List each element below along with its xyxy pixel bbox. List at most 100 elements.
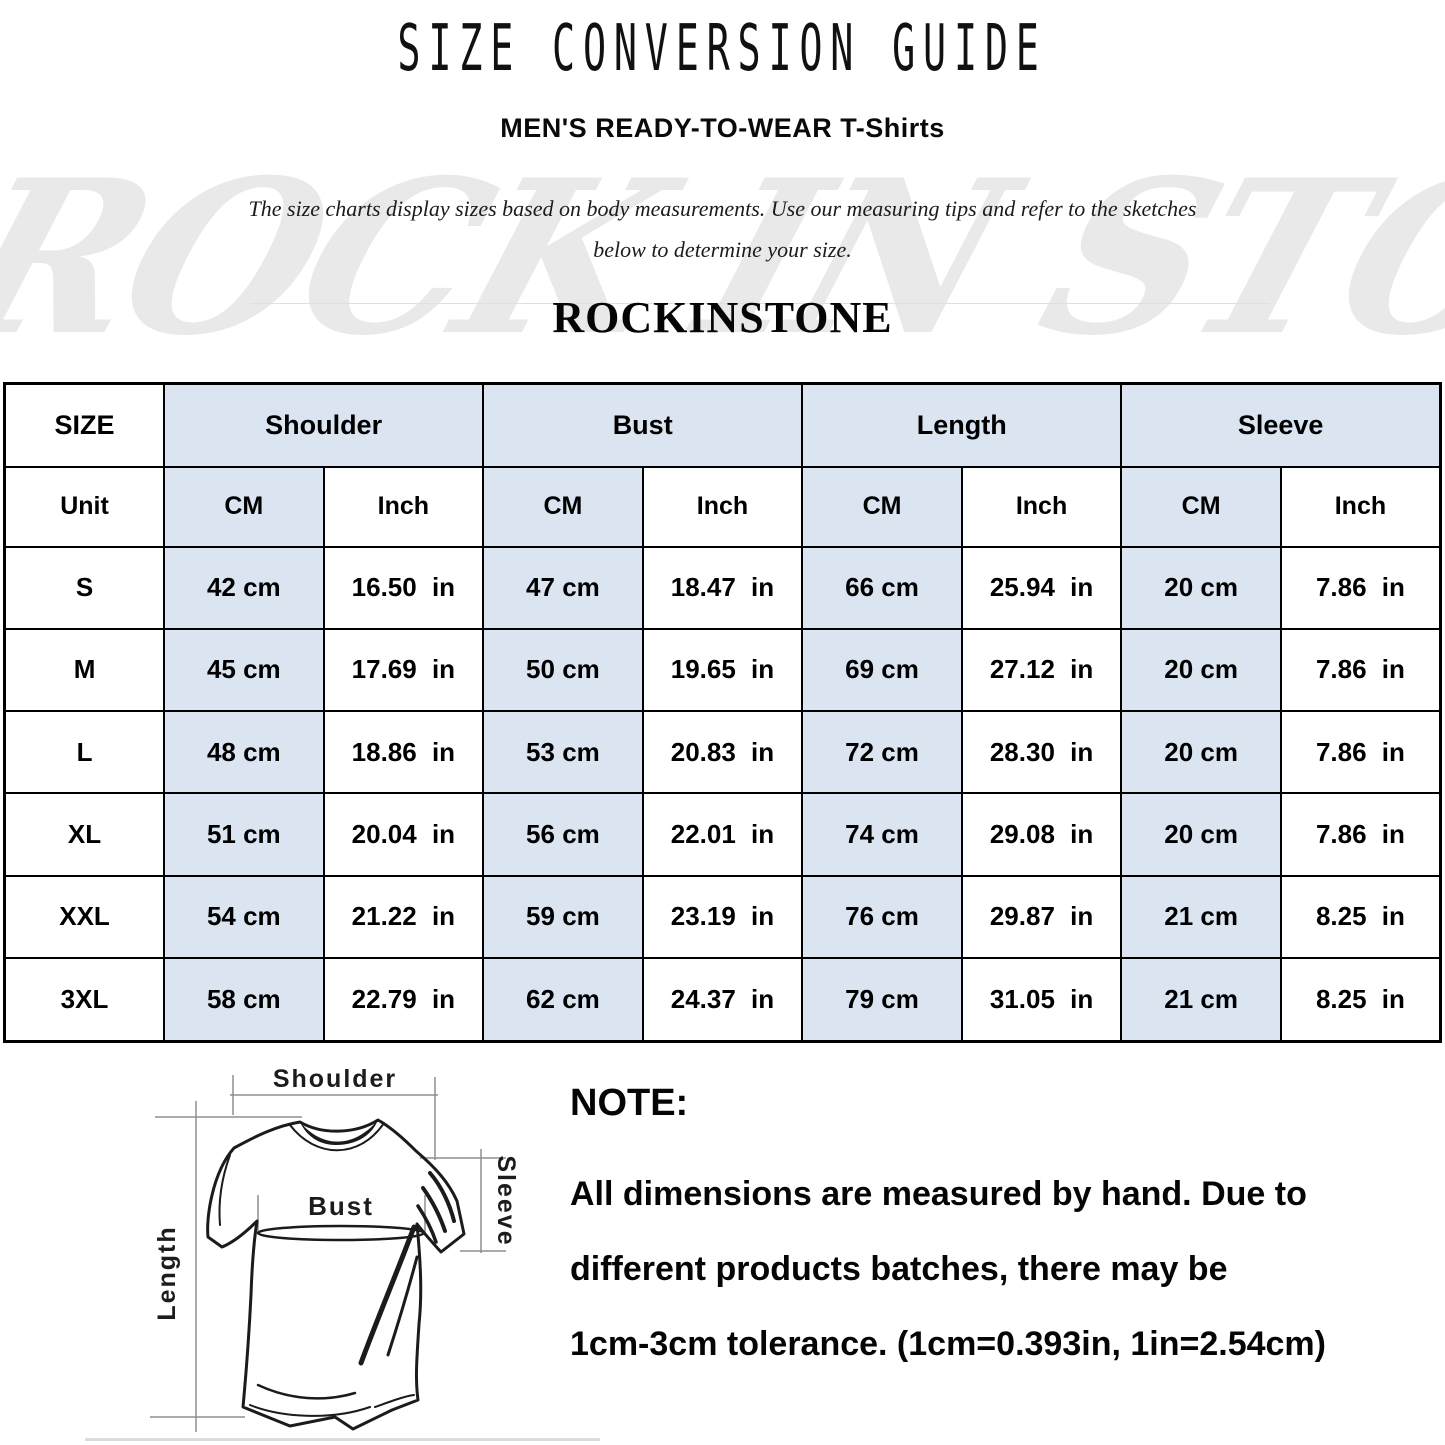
- note-line: All dimensions are measured by hand. Due…: [570, 1175, 1307, 1213]
- cm-header-cell: CM: [482, 465, 644, 548]
- size-row-S: S 42 cm 16.50 in 47 cm 18.47 in 66 cm 25.94 in…: [3, 545, 1442, 630]
- inch-value-cell: 29.87 in: [960, 874, 1123, 959]
- cm-value-cell: 48 cm: [163, 710, 325, 795]
- cm-value-cell: 54 cm: [163, 874, 325, 959]
- col-header-sleeve: Sleeve: [1120, 382, 1442, 468]
- tshirt-outline: [206, 1118, 466, 1431]
- bust-label: Bust: [308, 1191, 374, 1221]
- inch-value-cell: 31.05 in: [960, 956, 1123, 1043]
- inch-value-cell: 7.86 in: [1279, 710, 1442, 795]
- unit-row: Unit CM Inch CM Inch CM Inch CM Inch: [3, 465, 1442, 548]
- cm-value-cell: 20 cm: [1120, 710, 1282, 795]
- cm-value-cell: 53 cm: [482, 710, 644, 795]
- size-conversion-table: SIZE Shoulder Bust Length Sleeve Unit CM…: [3, 382, 1442, 1043]
- cm-value-cell: 72 cm: [801, 710, 963, 795]
- description-line-1: The size charts display sizes based on b…: [248, 196, 1197, 221]
- cm-value-cell: 20 cm: [1120, 545, 1282, 630]
- sketch-bottom-edge: [85, 1438, 600, 1441]
- cm-value-cell: 58 cm: [163, 956, 325, 1043]
- inch-value-cell: 22.01 in: [641, 792, 804, 877]
- inch-value-cell: 23.19 in: [641, 874, 804, 959]
- cm-value-cell: 42 cm: [163, 545, 325, 630]
- inch-value-cell: 28.30 in: [960, 710, 1123, 795]
- page-title: SIZE CONVERSION GUIDE: [397, 12, 1048, 86]
- cm-value-cell: 76 cm: [801, 874, 963, 959]
- note-block: NOTE: All dimensions are measured by han…: [570, 1082, 1420, 1382]
- bust-line: [256, 1224, 426, 1242]
- page-title-wrap: SIZE CONVERSION GUIDE: [0, 12, 1445, 86]
- size-label: XL: [3, 792, 166, 877]
- col-header-bust: Bust: [482, 382, 804, 468]
- cm-value-cell: 59 cm: [482, 874, 644, 959]
- col-header-shoulder: Shoulder: [163, 382, 485, 468]
- inch-value-cell: 20.83 in: [641, 710, 804, 795]
- inch-value-cell: 7.86 in: [1279, 545, 1442, 630]
- measuring-description: The size charts display sizes based on b…: [0, 188, 1445, 270]
- cm-value-cell: 21 cm: [1120, 956, 1282, 1043]
- cm-value-cell: 69 cm: [801, 627, 963, 713]
- cm-value-cell: 62 cm: [482, 956, 644, 1043]
- fold-lines: [218, 1154, 456, 1417]
- inch-value-cell: 29.08 in: [960, 792, 1123, 877]
- tshirt-diagram: Shoulder Bust Length Sleeve: [150, 1065, 520, 1432]
- inch-value-cell: 17.69 in: [322, 627, 485, 713]
- size-label: M: [3, 627, 166, 713]
- cm-value-cell: 20 cm: [1120, 792, 1282, 877]
- length-label: Length: [153, 1225, 181, 1320]
- note-line: different products batches, there may be: [570, 1250, 1228, 1288]
- inch-value-cell: 18.86 in: [322, 710, 485, 795]
- inch-header-cell: Inch: [641, 465, 804, 548]
- inch-header-cell: Inch: [322, 465, 485, 548]
- cm-value-cell: 56 cm: [482, 792, 644, 877]
- inch-value-cell: 18.47 in: [641, 545, 804, 630]
- inch-value-cell: 19.65 in: [641, 627, 804, 713]
- size-label: 3XL: [3, 956, 166, 1043]
- inch-value-cell: 7.86 in: [1279, 792, 1442, 877]
- product-subtitle: MEN'S READY-TO-WEAR T-Shirts: [500, 113, 945, 143]
- cm-value-cell: 21 cm: [1120, 874, 1282, 959]
- unit-label-cell: Unit: [3, 465, 166, 548]
- inch-value-cell: 25.94 in: [960, 545, 1123, 630]
- size-table-body: S 42 cm 16.50 in 47 cm 18.47 in 66 cm 25.94 in…: [3, 545, 1442, 1043]
- cm-value-cell: 74 cm: [801, 792, 963, 877]
- description-line-2: below to determine your size.: [593, 237, 852, 262]
- dimension-lines: [150, 1075, 506, 1432]
- sleeve-label: Sleeve: [492, 1155, 520, 1246]
- note-heading: NOTE:: [570, 1082, 689, 1124]
- col-header-length: Length: [801, 382, 1123, 468]
- shoulder-label: Shoulder: [273, 1065, 397, 1093]
- cm-value-cell: 51 cm: [163, 792, 325, 877]
- inch-value-cell: 22.79 in: [322, 956, 485, 1043]
- inch-value-cell: 24.37 in: [641, 956, 804, 1043]
- size-row-3XL: 3XL 58 cm 22.79 in 62 cm 24.37 in 79 cm 31.05 …: [3, 956, 1442, 1043]
- inch-header-cell: Inch: [1279, 465, 1442, 548]
- cm-header-cell: CM: [1120, 465, 1282, 548]
- inch-value-cell: 8.25 in: [1279, 956, 1442, 1043]
- cm-value-cell: 45 cm: [163, 627, 325, 713]
- collar-band: [300, 1120, 378, 1145]
- cm-value-cell: 66 cm: [801, 545, 963, 630]
- cm-value-cell: 47 cm: [482, 545, 644, 630]
- inch-value-cell: 27.12 in: [960, 627, 1123, 713]
- note-line: 1cm-3cm tolerance. (1cm=0.393in, 1in=2.5…: [570, 1325, 1326, 1363]
- inch-value-cell: 21.22 in: [322, 874, 485, 959]
- cm-value-cell: 20 cm: [1120, 627, 1282, 713]
- inch-header-cell: Inch: [960, 465, 1123, 548]
- column-group-row: SIZE Shoulder Bust Length Sleeve: [3, 382, 1442, 468]
- cm-header-cell: CM: [163, 465, 325, 548]
- size-label: L: [3, 710, 166, 795]
- cm-value-cell: 50 cm: [482, 627, 644, 713]
- inch-value-cell: 8.25 in: [1279, 874, 1442, 959]
- col-header-size: SIZE: [3, 382, 166, 468]
- size-row-L: L 48 cm 18.86 in 53 cm 20.83 in 72 cm 28.30 in…: [3, 710, 1442, 795]
- size-label: XXL: [3, 874, 166, 959]
- size-row-XL: XL 51 cm 20.04 in 56 cm 22.01 in 74 cm 29.08 i…: [3, 792, 1442, 877]
- cm-header-cell: CM: [801, 465, 963, 548]
- cm-value-cell: 79 cm: [801, 956, 963, 1043]
- inch-value-cell: 7.86 in: [1279, 627, 1442, 713]
- size-row-M: M 45 cm 17.69 in 50 cm 19.65 in 69 cm 27.12 in…: [3, 627, 1442, 713]
- inch-value-cell: 16.50 in: [322, 545, 485, 630]
- inch-value-cell: 20.04 in: [322, 792, 485, 877]
- size-row-XXL: XXL 54 cm 21.22 in 59 cm 23.19 in 76 cm 29.87 …: [3, 874, 1442, 959]
- size-label: S: [3, 545, 166, 630]
